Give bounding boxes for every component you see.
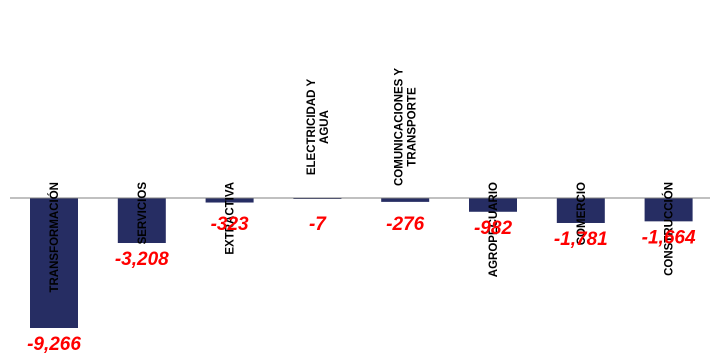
value-label: -982 <box>474 218 512 239</box>
category-label: AGROPECUARIO <box>488 182 500 277</box>
category-label: ELECTRICIDAD YAGUA <box>306 79 331 176</box>
bar <box>205 198 254 203</box>
bar <box>381 198 430 202</box>
bar <box>30 198 78 328</box>
value-label: -1,781 <box>554 229 608 250</box>
bar <box>644 198 693 222</box>
category-label: CONSTRUCCIÓN <box>663 182 676 276</box>
bar <box>556 198 605 223</box>
category-label: COMUNICACIONES YTRANSPORTE <box>394 68 419 186</box>
value-label: -276 <box>386 214 424 235</box>
value-label: -3,208 <box>115 249 169 270</box>
category-labels: TRANSFORMACIÓN SERVICIOS EXTRACTIVA ELECTRI… <box>48 68 676 293</box>
bars-layer <box>30 198 693 328</box>
category-label: TRANSFORMACIÓN <box>48 182 61 293</box>
category-label: EXTRACTIVA <box>225 182 237 255</box>
bar <box>117 198 166 244</box>
category-label: COMERCIO <box>576 182 588 245</box>
category-label: SERVICIOS <box>137 182 149 245</box>
value-label: -323 <box>211 214 249 235</box>
value-label: -9,266 <box>27 334 81 354</box>
value-label: -7 <box>309 214 327 235</box>
bar <box>469 198 517 212</box>
value-label: -1,664 <box>642 227 696 248</box>
value-labels: -9,266 -3,208 -323 -7 -276 -982 -1,781 -1,664 <box>27 214 696 354</box>
